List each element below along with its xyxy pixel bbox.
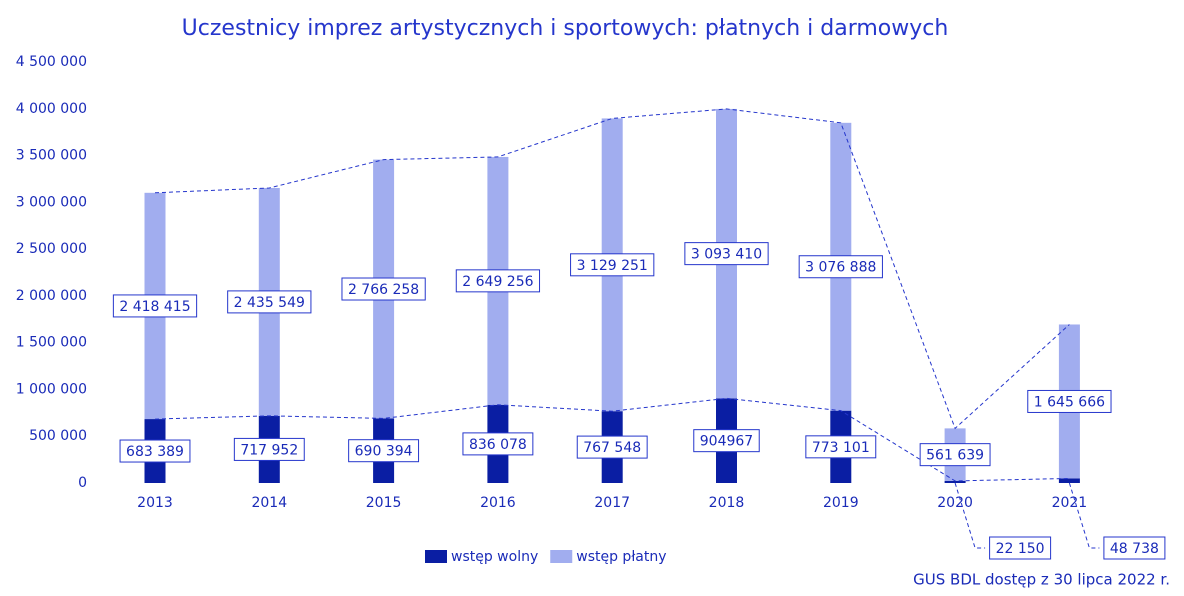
y-tick-label: 4 000 000 bbox=[16, 101, 87, 117]
value-label: 2 766 258 bbox=[348, 282, 419, 298]
value-label-box bbox=[341, 277, 426, 301]
legend-swatch bbox=[425, 550, 447, 563]
x-tick-label: 2019 bbox=[823, 495, 859, 511]
value-label-box bbox=[693, 429, 760, 453]
value-label-box bbox=[119, 439, 191, 463]
value-label: 3 076 888 bbox=[805, 260, 876, 276]
legend-swatch bbox=[550, 550, 573, 563]
value-label: 836 078 bbox=[469, 437, 527, 453]
source-note: GUS BDL dostęp z 30 lipca 2022 r. bbox=[913, 571, 1170, 589]
value-label: 690 394 bbox=[355, 444, 413, 460]
value-label: 767 548 bbox=[583, 440, 641, 456]
value-label-box bbox=[805, 435, 877, 459]
x-tick-label: 2013 bbox=[137, 495, 173, 511]
y-tick-label: 500 000 bbox=[29, 428, 87, 444]
value-label-box bbox=[462, 432, 534, 456]
x-tick-label: 2017 bbox=[594, 495, 630, 511]
value-label: 48 738 bbox=[1110, 541, 1159, 557]
value-label-box bbox=[919, 443, 991, 467]
value-label: 2 649 256 bbox=[462, 274, 533, 290]
value-label-box bbox=[233, 437, 305, 461]
value-label: 22 150 bbox=[996, 541, 1045, 557]
value-label: 904967 bbox=[700, 434, 753, 450]
y-tick-label: 4 500 000 bbox=[16, 54, 87, 70]
value-label-box bbox=[455, 269, 541, 293]
value-label: 717 952 bbox=[240, 442, 298, 458]
value-label-box bbox=[227, 290, 312, 314]
value-label: 773 101 bbox=[812, 440, 870, 456]
value-label-box bbox=[989, 536, 1052, 560]
bar-segment bbox=[1058, 478, 1080, 483]
x-tick-label: 2021 bbox=[1052, 495, 1088, 511]
y-tick-label: 0 bbox=[78, 475, 87, 491]
value-label-box bbox=[570, 253, 655, 277]
legend-label: wstęp wolny bbox=[451, 549, 538, 565]
value-label: 683 389 bbox=[126, 444, 184, 460]
value-label-box bbox=[112, 294, 198, 318]
leader-line bbox=[1068, 482, 1100, 549]
value-label-box bbox=[348, 439, 420, 463]
value-label: 2 435 549 bbox=[234, 295, 305, 311]
x-tick-label: 2020 bbox=[937, 495, 973, 511]
bar-segment bbox=[944, 480, 966, 483]
y-tick-label: 3 000 000 bbox=[16, 194, 87, 210]
chart-title: Uczestnicy imprez artystycznych i sporto… bbox=[182, 16, 949, 41]
value-label-box bbox=[1103, 536, 1166, 560]
legend-label: wstęp płatny bbox=[576, 549, 666, 565]
value-label: 3 093 410 bbox=[691, 247, 762, 263]
value-label: 2 418 415 bbox=[119, 299, 190, 315]
value-label-box bbox=[576, 435, 648, 459]
y-tick-label: 3 500 000 bbox=[16, 148, 87, 164]
y-tick-label: 2 000 000 bbox=[16, 288, 87, 304]
value-label-box bbox=[1027, 389, 1112, 413]
value-label: 3 129 251 bbox=[577, 258, 648, 274]
x-tick-label: 2016 bbox=[480, 495, 516, 511]
value-label-box bbox=[684, 242, 769, 266]
y-tick-label: 2 500 000 bbox=[16, 241, 87, 257]
value-label-box bbox=[798, 255, 883, 279]
trend-line bbox=[154, 397, 1070, 482]
x-tick-label: 2014 bbox=[251, 495, 287, 511]
value-label: 561 639 bbox=[926, 448, 984, 464]
y-tick-label: 1 000 000 bbox=[16, 381, 87, 397]
x-tick-label: 2015 bbox=[366, 495, 402, 511]
value-label: 1 645 666 bbox=[1034, 394, 1105, 410]
y-tick-label: 1 500 000 bbox=[16, 335, 87, 351]
leader-line bbox=[954, 482, 986, 549]
x-tick-label: 2018 bbox=[709, 495, 745, 511]
